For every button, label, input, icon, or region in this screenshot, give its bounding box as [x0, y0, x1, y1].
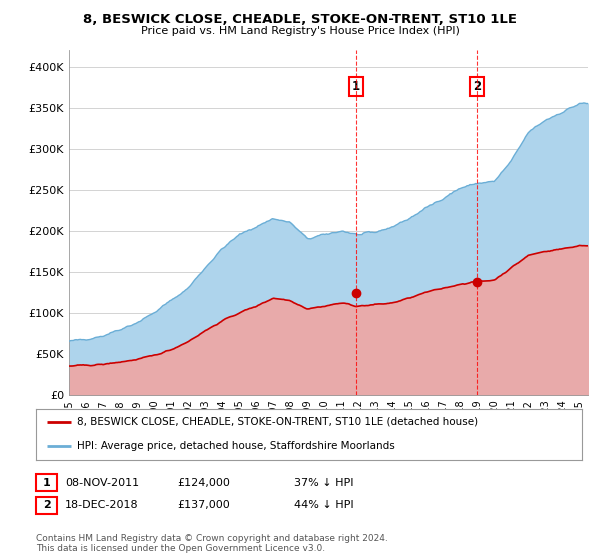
Text: £124,000: £124,000: [177, 478, 230, 488]
Text: 37% ↓ HPI: 37% ↓ HPI: [294, 478, 353, 488]
Text: 2: 2: [473, 80, 481, 93]
Text: Price paid vs. HM Land Registry's House Price Index (HPI): Price paid vs. HM Land Registry's House …: [140, 26, 460, 36]
Text: 44% ↓ HPI: 44% ↓ HPI: [294, 500, 353, 510]
Text: 8, BESWICK CLOSE, CHEADLE, STOKE-ON-TRENT, ST10 1LE: 8, BESWICK CLOSE, CHEADLE, STOKE-ON-TREN…: [83, 13, 517, 26]
Text: 1: 1: [43, 478, 50, 488]
Text: £137,000: £137,000: [177, 500, 230, 510]
Text: 08-NOV-2011: 08-NOV-2011: [65, 478, 139, 488]
Text: Contains HM Land Registry data © Crown copyright and database right 2024.
This d: Contains HM Land Registry data © Crown c…: [36, 534, 388, 553]
Text: 8, BESWICK CLOSE, CHEADLE, STOKE-ON-TRENT, ST10 1LE (detached house): 8, BESWICK CLOSE, CHEADLE, STOKE-ON-TREN…: [77, 417, 478, 427]
Text: HPI: Average price, detached house, Staffordshire Moorlands: HPI: Average price, detached house, Staf…: [77, 441, 395, 451]
Text: 2: 2: [43, 500, 50, 510]
Text: 18-DEC-2018: 18-DEC-2018: [65, 500, 139, 510]
Text: 1: 1: [352, 80, 360, 93]
